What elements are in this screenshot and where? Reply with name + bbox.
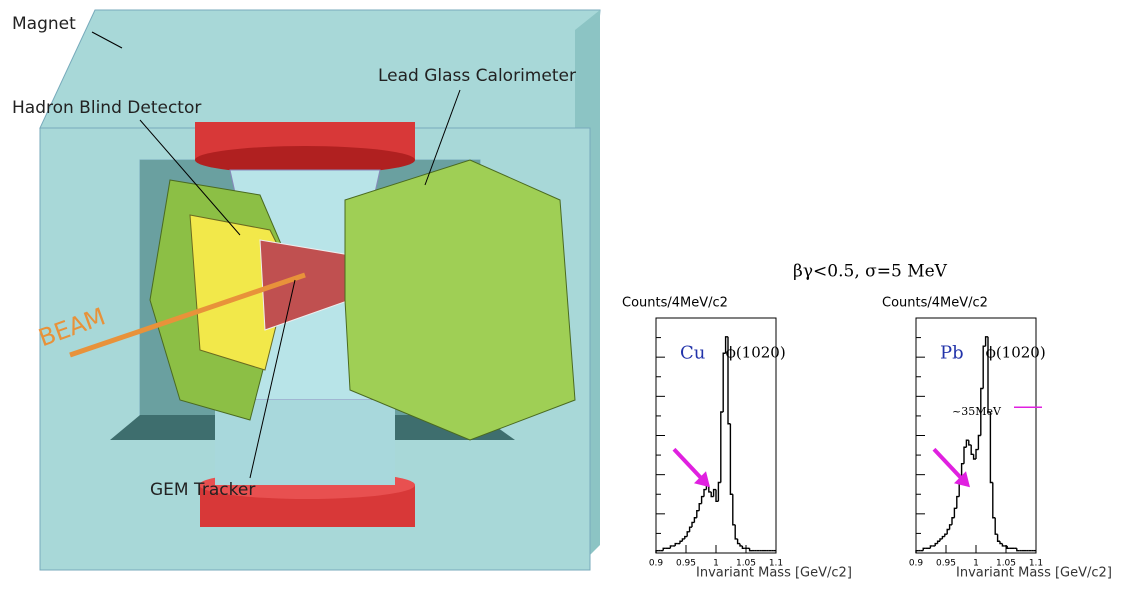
label: GEM Tracker bbox=[150, 480, 255, 500]
histogram-bin bbox=[923, 548, 925, 550]
annotation: ϕ(1020) bbox=[986, 343, 1046, 361]
figure: Magnet Lead Glass Calorimeter Hadron Bli… bbox=[0, 0, 1146, 586]
annotation: ~35MeV bbox=[952, 405, 1002, 418]
histogram-bin bbox=[699, 504, 701, 511]
histogram-bin bbox=[1017, 548, 1019, 550]
annotation: Cu bbox=[680, 342, 705, 363]
histogram-bin bbox=[718, 483, 720, 502]
x-tick-label: 0.95 bbox=[936, 559, 956, 569]
histogram-bin bbox=[990, 412, 992, 483]
histogram-bin bbox=[702, 497, 704, 504]
histogram-bin bbox=[998, 534, 1000, 541]
histogram-bin bbox=[697, 511, 699, 518]
label: Magnet bbox=[12, 14, 76, 34]
histogram-bin bbox=[976, 450, 978, 459]
right-calorimeter bbox=[345, 160, 575, 440]
histogram-bin bbox=[692, 522, 694, 527]
histogram-bin bbox=[742, 546, 744, 548]
histogram-bin bbox=[1002, 544, 1004, 546]
histogram-bin bbox=[947, 530, 949, 535]
histogram-bin bbox=[964, 447, 966, 463]
x-tick-label: 0.9 bbox=[649, 559, 664, 569]
histogram-bin bbox=[730, 424, 732, 495]
histogram-bin bbox=[945, 534, 947, 536]
histogram-bin bbox=[675, 544, 677, 546]
figure-title: βγ<0.5, σ=5 MeV bbox=[793, 262, 948, 282]
histogram-bin bbox=[969, 440, 971, 445]
histogram-bin bbox=[721, 412, 723, 483]
histogram-bin bbox=[978, 436, 980, 450]
histogram-bin bbox=[971, 445, 973, 454]
label: Lead Glass Calorimeter bbox=[378, 66, 576, 86]
histogram-bin bbox=[690, 527, 692, 532]
histogram-bin bbox=[687, 532, 689, 537]
detector: Magnet Lead Glass Calorimeter Hadron Bli… bbox=[12, 10, 600, 570]
y-axis-label: Counts/4MeV/c2 bbox=[882, 296, 988, 311]
histogram-bin bbox=[942, 537, 944, 539]
histogram-bin bbox=[954, 508, 956, 517]
page: Magnet Lead Glass Calorimeter Hadron Bli… bbox=[0, 0, 1146, 590]
histogram-bin bbox=[723, 353, 725, 412]
histogram-bin bbox=[738, 539, 740, 544]
histogram-bin bbox=[733, 494, 735, 525]
x-axis-label: Invariant Mass [GeV/c2] bbox=[956, 566, 1112, 581]
annotation: Pb bbox=[940, 342, 964, 363]
histogram-bin bbox=[680, 541, 682, 543]
histogram-bin bbox=[704, 490, 706, 497]
histogram-bin bbox=[682, 539, 684, 541]
histogram-bin bbox=[735, 525, 737, 539]
histogram-bin bbox=[663, 548, 665, 550]
histogram-bin bbox=[750, 548, 752, 550]
histogram-bin bbox=[950, 525, 952, 530]
histogram-bin bbox=[930, 546, 932, 548]
histogram-bin bbox=[694, 518, 696, 523]
label: Hadron Blind Detector bbox=[12, 98, 201, 118]
histogram-bin bbox=[935, 544, 937, 546]
histogram-bin bbox=[995, 518, 997, 534]
histogram-bin bbox=[940, 539, 942, 541]
histogram-bin bbox=[938, 541, 940, 543]
histogram-bin bbox=[1007, 546, 1009, 548]
histogram-bin bbox=[740, 544, 742, 546]
histogram-bin bbox=[685, 537, 687, 539]
histogram-bin bbox=[957, 497, 959, 509]
histogram-bin bbox=[1000, 541, 1002, 543]
histogram-bin bbox=[952, 518, 954, 525]
x-tick-label: 0.95 bbox=[676, 559, 696, 569]
y-axis-label: Counts/4MeV/c2 bbox=[622, 296, 728, 311]
x-tick-label: 0.9 bbox=[909, 559, 924, 569]
histogram-bin bbox=[670, 546, 672, 548]
histogram-bin bbox=[993, 483, 995, 518]
annotation: ϕ(1020) bbox=[726, 343, 786, 361]
x-axis-label: Invariant Mass [GeV/c2] bbox=[696, 566, 852, 581]
